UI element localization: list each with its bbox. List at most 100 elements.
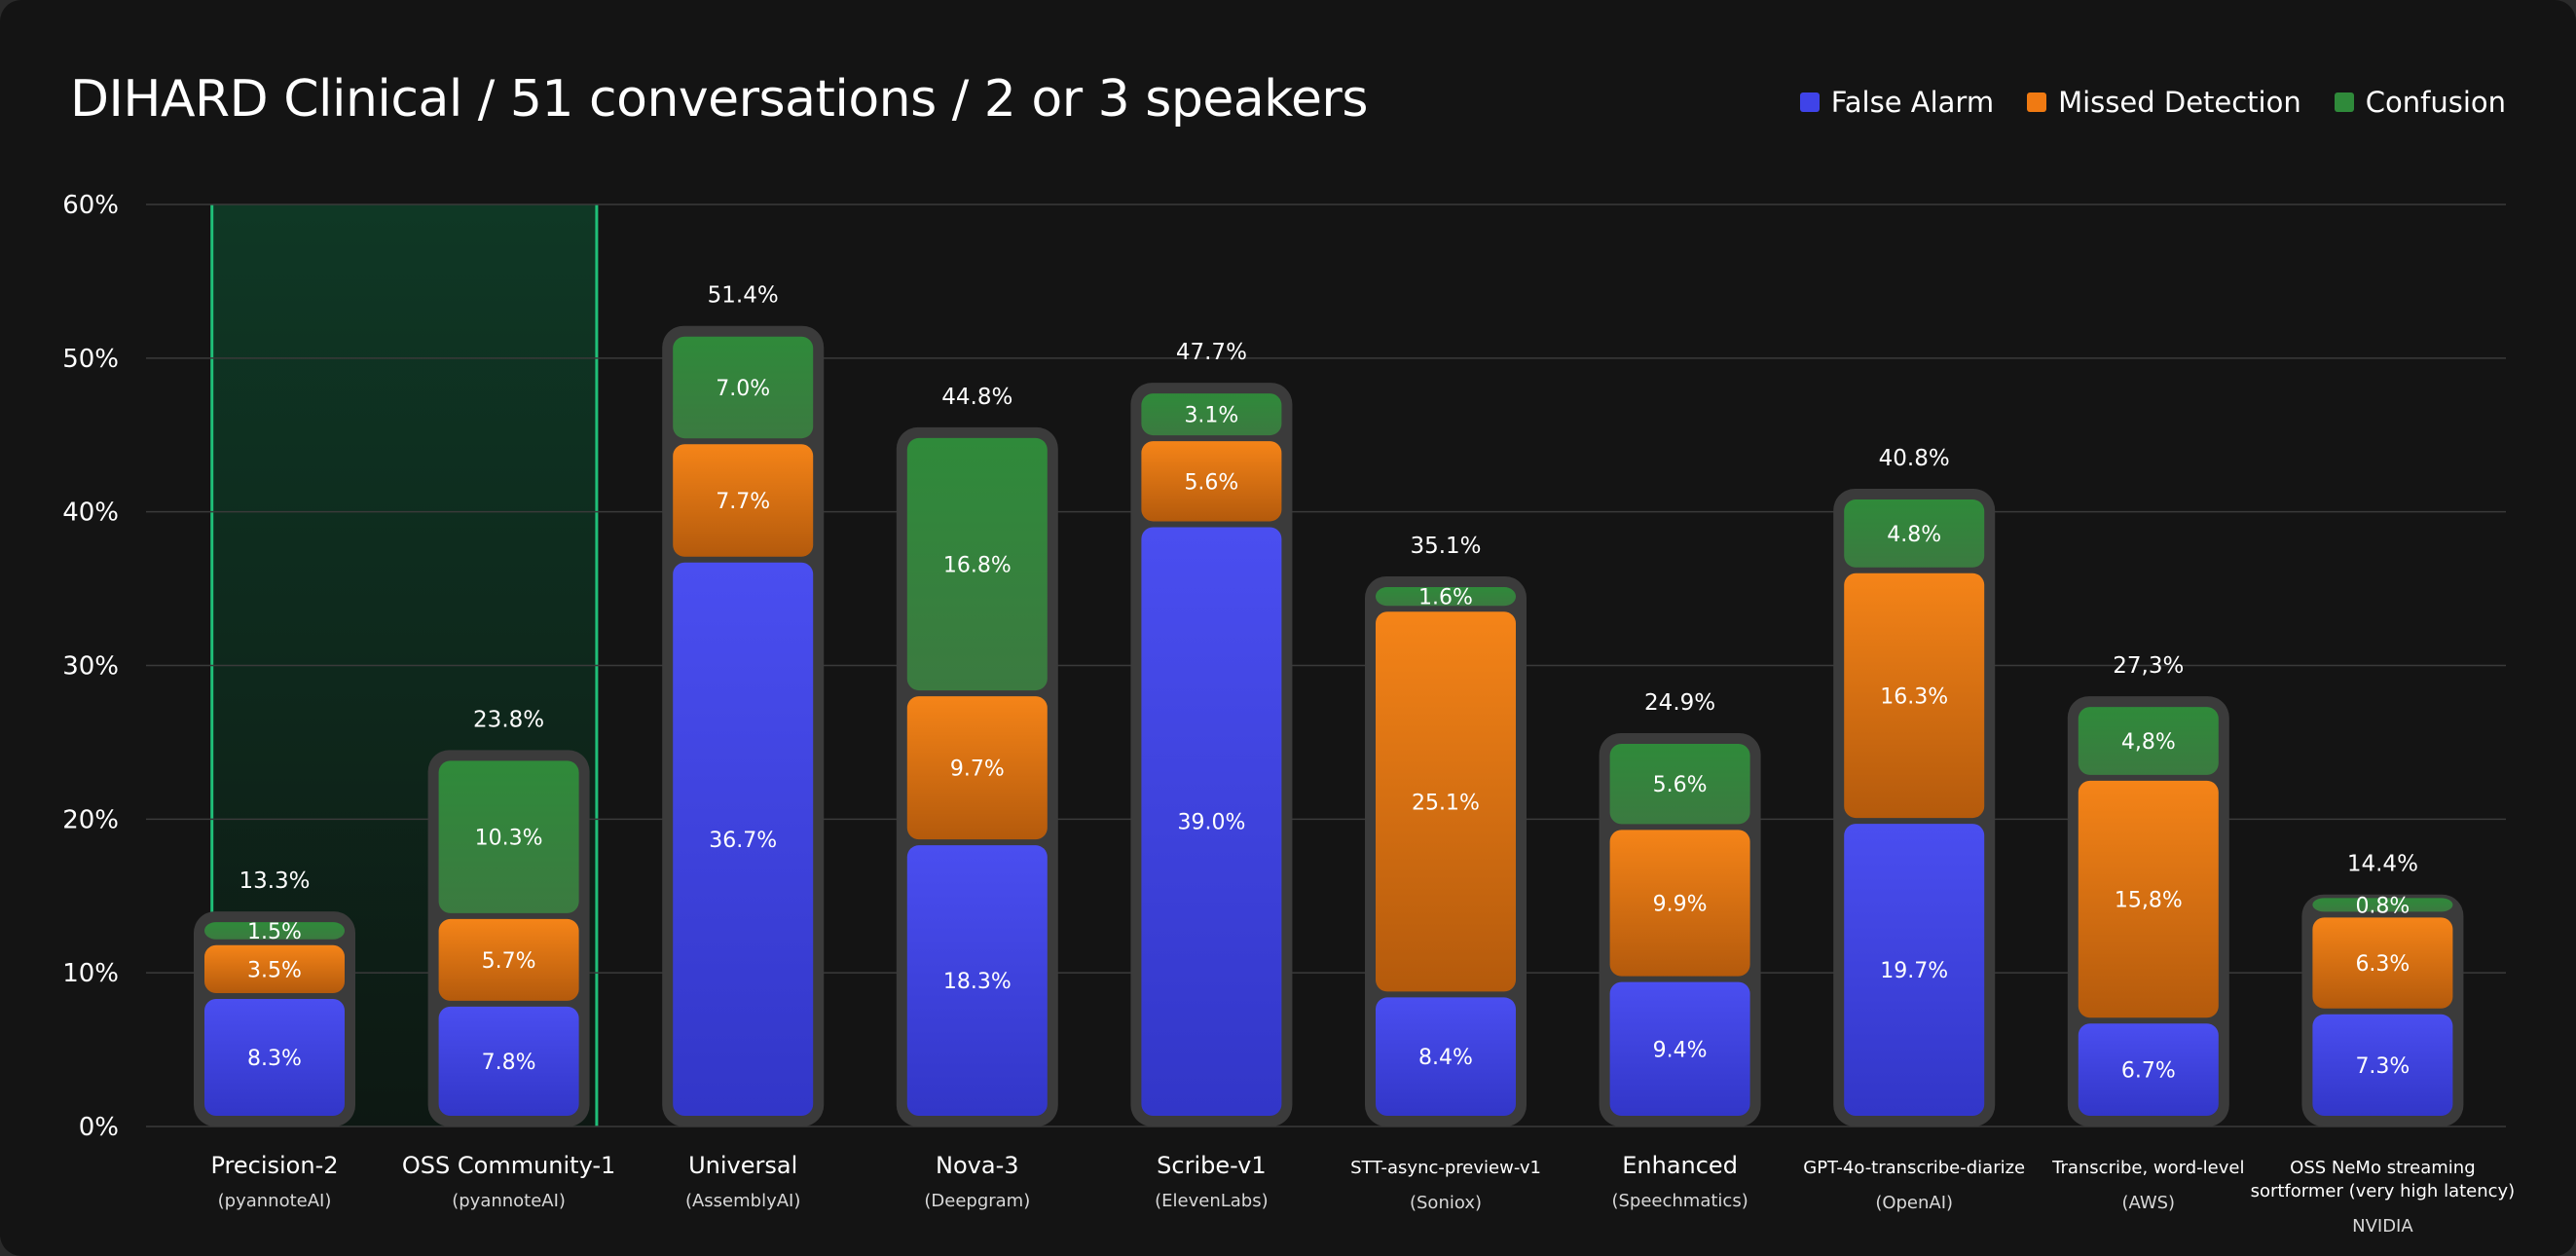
- y-tick-label: 40%: [62, 499, 119, 528]
- total-label: 47.7%: [1176, 340, 1247, 365]
- segment-label: 8.3%: [247, 1047, 302, 1071]
- segment-false-alarm: [1609, 981, 1750, 1116]
- segment-label: 1.5%: [247, 920, 302, 944]
- category-provider: (OpenAI): [1875, 1193, 1953, 1213]
- category-provider: (pyannoteAI): [218, 1191, 332, 1211]
- segment-missed-detection: [1141, 441, 1282, 522]
- category-name: Precision-2: [210, 1152, 338, 1179]
- segment-confusion: [1141, 393, 1282, 436]
- segment-missed-detection: [906, 696, 1048, 840]
- segment-confusion: [2078, 707, 2219, 775]
- segment-label: 25.1%: [1412, 791, 1480, 815]
- category-provider: (Deepgram): [924, 1191, 1030, 1211]
- segment-label: 18.3%: [943, 970, 1012, 994]
- category-provider: (AWS): [2121, 1193, 2175, 1213]
- segment-label: 3.1%: [1184, 404, 1238, 428]
- legend-label-confusion: Confusion: [2365, 86, 2506, 119]
- segment-false-alarm: [2312, 1014, 2453, 1116]
- total-label: 23.8%: [473, 707, 544, 732]
- segment-confusion: [204, 922, 345, 940]
- total-label: 13.3%: [239, 868, 310, 894]
- y-tick-label: 30%: [62, 652, 119, 682]
- segment-label: 6.7%: [2121, 1059, 2176, 1084]
- legend: False Alarm Missed Detection Confusion: [1799, 86, 2506, 119]
- total-label: 27,3%: [2113, 653, 2184, 679]
- legend-item-missed-detection: Missed Detection: [2027, 86, 2301, 119]
- legend-item-false-alarm: False Alarm: [1799, 86, 1995, 119]
- category-name: OSS NeMo streaming: [2290, 1158, 2475, 1178]
- category-name: STT-async-preview-v1: [1350, 1158, 1541, 1178]
- y-tick-label: 60%: [62, 191, 119, 220]
- segment-false-alarm: [1141, 527, 1282, 1116]
- segment-label: 7.7%: [716, 490, 770, 514]
- total-label: 44.8%: [941, 385, 1012, 410]
- bar-group: 19.7% 16.3% 4.8% 40.8% GPT-4o-transcribe-dia…: [1803, 446, 2025, 1213]
- total-label: 51.4%: [708, 283, 779, 309]
- category-name: Nova-3: [936, 1152, 1018, 1179]
- bar-group: 8.3% 3.5% 1.5% 13.3% Precision-2 (pyannoteAI): [194, 868, 355, 1211]
- y-tick-label: 0%: [79, 1113, 119, 1142]
- category-provider: (AssemblyAI): [685, 1191, 800, 1211]
- segment-label: 6.3%: [2355, 952, 2410, 977]
- segment-label: 7.3%: [2355, 1054, 2410, 1079]
- segment-confusion: [1376, 587, 1516, 607]
- legend-label-false-alarm: False Alarm: [1830, 86, 1995, 119]
- category-provider: NVIDIA: [2352, 1216, 2413, 1237]
- y-tick-label: 10%: [62, 959, 119, 988]
- segment-false-alarm: [673, 562, 814, 1116]
- segment-label: 16.8%: [943, 553, 1012, 577]
- bar-group: 6.7% 15,8% 4,8% 27,3% Transcribe, word-level…: [2051, 653, 2244, 1213]
- chart-title: DIHARD Clinical / 51 conversations / 2 o…: [70, 70, 1368, 129]
- segment-label: 5.6%: [1184, 470, 1238, 495]
- category-name: OSS Community-1: [402, 1152, 615, 1179]
- segment-false-alarm: [2078, 1023, 2219, 1116]
- category-name: GPT-4o-transcribe-diarize: [1803, 1158, 2025, 1178]
- category-name: Scribe-v1: [1157, 1152, 1266, 1179]
- legend-swatch-confusion: [2334, 92, 2354, 112]
- total-label: 24.9%: [1644, 690, 1715, 716]
- segment-label: 9.4%: [1653, 1038, 1708, 1062]
- bar-group: 8.4% 25.1% 1.6% 35.1% STT-async-preview-v1 (S…: [1350, 534, 1541, 1213]
- segment-false-alarm: [204, 998, 345, 1116]
- legend-swatch-false-alarm: [1799, 92, 1820, 112]
- segment-confusion: [438, 760, 579, 913]
- bar-group: 7.8% 5.7% 10.3% 23.8% OSS Community-1 (pyanno…: [402, 707, 615, 1211]
- segment-label: 4,8%: [2121, 730, 2176, 755]
- segment-label: 9.7%: [950, 757, 1005, 782]
- segment-label: 4.8%: [1887, 523, 1941, 547]
- legend-label-missed-detection: Missed Detection: [2058, 86, 2301, 119]
- category-name: sortformer (very high latency): [2251, 1181, 2516, 1201]
- segment-label: 5.7%: [482, 949, 536, 974]
- segment-label: 3.5%: [247, 958, 302, 982]
- y-tick-label: 20%: [62, 805, 119, 834]
- segment-label: 39.0%: [1177, 811, 1245, 835]
- segment-false-alarm: [906, 845, 1048, 1116]
- bar-group: 18.3% 9.7% 16.8% 44.8% Nova-3 (Deepgram): [896, 385, 1058, 1211]
- segment-confusion: [673, 336, 814, 439]
- segment-confusion: [2312, 898, 2453, 912]
- segment-label: 7.0%: [716, 377, 770, 401]
- legend-item-confusion: Confusion: [2334, 86, 2506, 119]
- segment-label: 8.4%: [1418, 1046, 1473, 1070]
- category-provider: (ElevenLabs): [1155, 1191, 1269, 1211]
- segment-label: 16.3%: [1880, 684, 1948, 709]
- segment-label: 36.7%: [709, 829, 777, 853]
- segment-label: 9.9%: [1653, 893, 1708, 917]
- bar-group: 7.3% 6.3% 0.8% 14.4% OSS NeMo streaming sortf…: [2251, 852, 2516, 1237]
- segment-label: 15,8%: [2115, 889, 2183, 913]
- segment-missed-detection: [1844, 573, 1985, 819]
- segment-missed-detection: [2312, 917, 2453, 1009]
- segment-label: 10.3%: [475, 827, 543, 851]
- segment-label: 1.6%: [1418, 586, 1473, 610]
- bar-group: 9.4% 9.9% 5.6% 24.9% Enhanced (Speechmatics): [1599, 690, 1761, 1211]
- total-label: 40.8%: [1879, 446, 1950, 471]
- segment-false-alarm: [1376, 997, 1516, 1116]
- bar-group: 39.0% 5.6% 3.1% 47.7% Scribe-v1 (ElevenLabs): [1130, 340, 1293, 1211]
- segment-missed-detection: [2078, 780, 2219, 1018]
- segment-label: 7.8%: [482, 1051, 536, 1075]
- bar-group: 36.7% 7.7% 7.0% 51.4% Universal (AssemblyAI): [662, 283, 825, 1211]
- category-provider: (Soniox): [1410, 1193, 1482, 1213]
- segment-label: 5.6%: [1653, 773, 1708, 797]
